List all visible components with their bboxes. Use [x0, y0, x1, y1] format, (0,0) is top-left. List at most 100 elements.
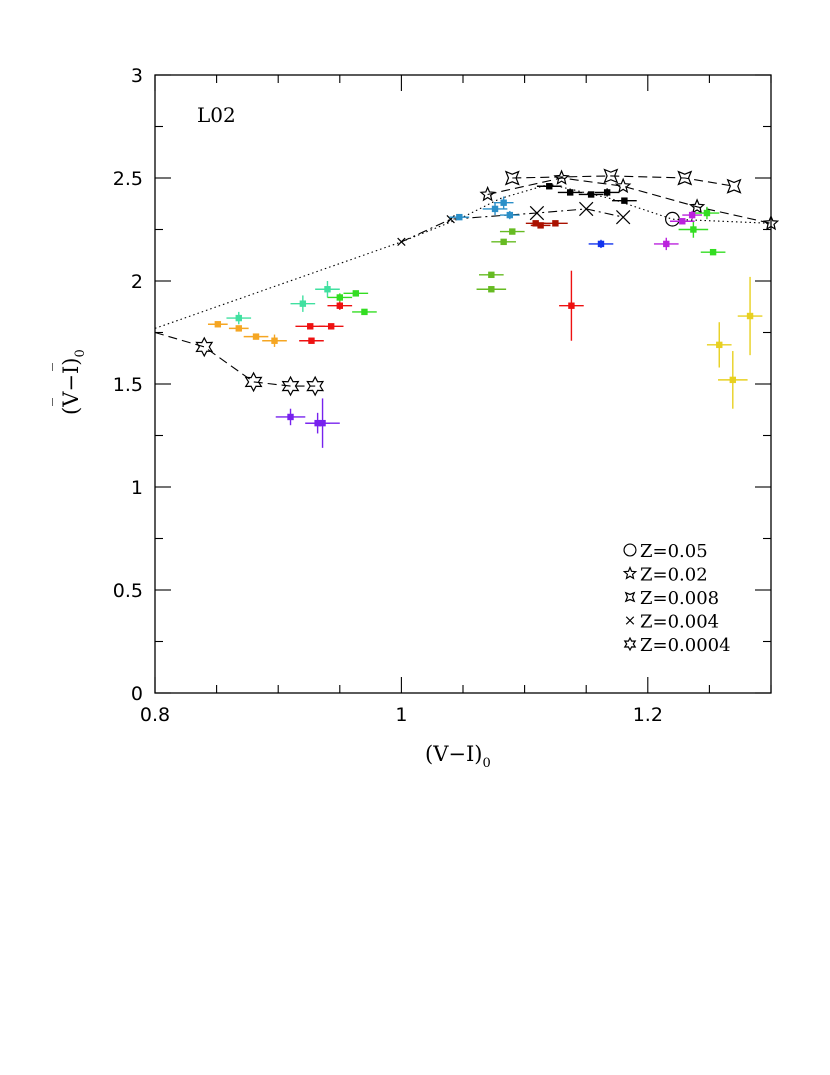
data-point: [682, 210, 703, 220]
legend-label: Z=0.0004: [640, 635, 731, 656]
y-tick-label: 1.5: [113, 374, 143, 396]
y-axis-overbar-i: ‾: [49, 363, 68, 371]
data-point-marker: [506, 211, 514, 219]
data-point-marker: [271, 337, 278, 344]
y-tick-label: 0: [131, 683, 143, 705]
data-point: [479, 271, 504, 279]
legend-entry: Z=0.008: [624, 588, 719, 609]
data-point-marker: [307, 323, 314, 330]
model-track-marker: [504, 170, 520, 186]
data-point-marker: [327, 323, 335, 330]
y-tick-label: 3: [131, 65, 143, 87]
tick-labels: 0.8 1 1.2 0 0.5 1 1.5 2 2.5 3: [113, 65, 663, 726]
model-track-marker: [529, 205, 545, 221]
data-point: [207, 321, 228, 328]
data-point-marker: [566, 189, 574, 196]
data-points: [207, 183, 763, 448]
data-point-marker: [324, 286, 331, 293]
data-point-marker: [679, 218, 686, 225]
y-tick-label: 2: [131, 271, 143, 293]
legend-marker-cross-stroke-b: [625, 616, 635, 625]
data-point-marker: [491, 205, 499, 213]
data-point: [243, 333, 269, 340]
data-point-marker: [568, 302, 575, 309]
panel-label: L02: [197, 103, 236, 127]
data-point: [653, 237, 679, 251]
data-point-marker: [537, 222, 544, 229]
data-point: [737, 276, 763, 356]
model-track-line-0: [154, 331, 316, 387]
model-track-marker: [281, 375, 300, 397]
model-track-marker: [615, 177, 632, 194]
legend-label: Z=0.004: [640, 612, 719, 633]
model-track-line-2: [512, 175, 735, 187]
y-axis-label-text: (V−I)0: [59, 349, 88, 415]
data-point: [315, 281, 340, 298]
y-axis-label-main: (V−I): [59, 358, 83, 415]
data-point: [588, 239, 614, 249]
data-point: [476, 286, 507, 293]
legend-marker-star5: [622, 565, 638, 580]
legend-entry: Z=0.004: [625, 612, 719, 633]
y-axis-label: (V−I)0 ‾ ‾: [49, 349, 88, 415]
model-track-marker: [306, 375, 325, 397]
legend-entry: Z=0.05: [623, 541, 708, 562]
data-point: [559, 270, 584, 341]
data-point-marker: [709, 248, 717, 256]
data-point: [290, 295, 316, 312]
x-axis-label: (V−I)0: [425, 742, 491, 771]
model-track-marker: [579, 201, 594, 217]
data-point: [499, 210, 520, 220]
model-track-marker-stroke-b: [397, 237, 406, 247]
data-point-marker: [746, 312, 754, 320]
model-track-marker: [688, 198, 706, 214]
data-point: [543, 220, 568, 227]
model-track-marker: [195, 336, 214, 358]
data-point-marker: [621, 197, 628, 204]
data-point: [449, 213, 470, 221]
legend-entry: Z=0.0004: [623, 635, 731, 656]
legend-marker-cross: [625, 616, 635, 625]
data-point-marker: [597, 240, 605, 248]
legend-marker-star6: [623, 636, 637, 652]
data-point-marker: [500, 199, 507, 206]
model-track-marker-stroke-b: [529, 205, 545, 221]
data-point-marker: [299, 300, 307, 307]
data-point-marker: [336, 302, 343, 309]
data-point: [327, 293, 353, 302]
legend-label: Z=0.008: [640, 588, 719, 609]
data-point-marker: [690, 226, 697, 233]
data-point: [299, 337, 324, 344]
model-track-marker-stroke-b: [579, 201, 594, 217]
model-track-marker: [479, 185, 496, 202]
data-point: [594, 188, 620, 197]
model-track-marker: [677, 170, 693, 186]
y-tick-label: 2.5: [113, 168, 143, 190]
data-point: [669, 218, 695, 225]
legend-entry: Z=0.02: [622, 565, 708, 586]
data-point-marker: [235, 314, 242, 322]
data-point-marker: [352, 290, 360, 297]
model-track-marker: [615, 209, 631, 225]
data-point: [700, 248, 726, 256]
data-point-marker: [287, 413, 294, 421]
data-point-marker: [552, 220, 559, 227]
data-point-marker: [214, 321, 222, 328]
y-tick-label: 0.5: [113, 580, 143, 602]
data-point-marker: [587, 191, 595, 198]
data-point: [718, 351, 748, 409]
data-point-marker: [546, 183, 553, 190]
data-point: [491, 238, 516, 246]
legend-marker-star4: [624, 591, 636, 603]
y-axis-overbar-v: ‾: [49, 398, 68, 406]
data-point: [226, 311, 252, 325]
data-point: [493, 196, 514, 209]
data-point: [499, 228, 525, 235]
y-axis-label-subscript: 0: [73, 349, 88, 357]
plot-frame: [154, 74, 772, 694]
data-point: [706, 322, 732, 368]
x-axis-label-subscript: 0: [482, 756, 490, 771]
